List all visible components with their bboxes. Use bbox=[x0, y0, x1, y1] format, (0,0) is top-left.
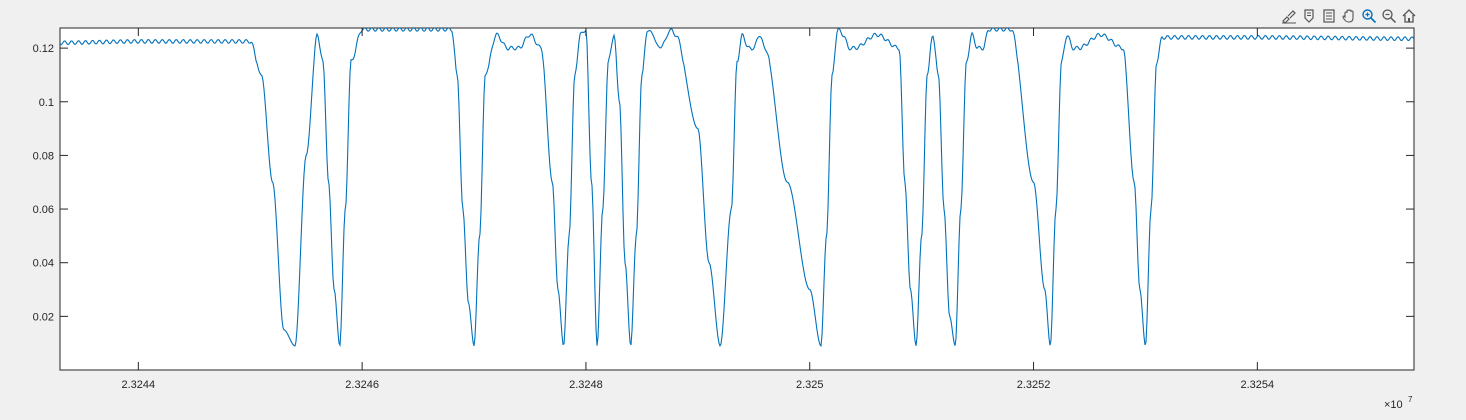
x-exponent-power: 7 bbox=[1408, 395, 1413, 404]
home-icon bbox=[1402, 9, 1416, 23]
y-tick-label: 0.06 bbox=[33, 204, 54, 216]
x-tick-label: 2.3244 bbox=[122, 379, 156, 391]
axes-toolbar bbox=[1280, 6, 1418, 26]
pan-icon bbox=[1342, 9, 1354, 23]
datatip-button[interactable] bbox=[1300, 6, 1318, 26]
zoom-out-icon bbox=[1382, 9, 1397, 24]
y-tick-label: 0.08 bbox=[33, 150, 54, 162]
datatip-icon bbox=[1304, 9, 1314, 23]
zoom-in-icon bbox=[1362, 9, 1377, 24]
y-tick-label: 0.1 bbox=[39, 97, 54, 109]
brush-button[interactable] bbox=[1280, 6, 1298, 26]
y-tick-label: 0.12 bbox=[33, 43, 54, 55]
zoom-in-button[interactable] bbox=[1360, 6, 1378, 26]
x-tick-label: 2.325 bbox=[796, 379, 824, 391]
y-tick-label: 0.04 bbox=[33, 258, 54, 270]
y-tick-label: 0.02 bbox=[33, 311, 54, 323]
x-tick-label: 2.3254 bbox=[1241, 379, 1275, 391]
brush-icon bbox=[1282, 10, 1296, 24]
series-line-0 bbox=[60, 28, 1414, 348]
y-axis: 0.02 0.04 0.06 0.08 0.1 0.12 bbox=[33, 43, 1414, 323]
legend-icon bbox=[1323, 9, 1335, 23]
pan-button[interactable] bbox=[1340, 6, 1358, 26]
axes-background bbox=[59, 27, 1415, 371]
x-tick-label: 2.3252 bbox=[1017, 379, 1051, 391]
legend-button[interactable] bbox=[1320, 6, 1338, 26]
x-exponent-label: ×10 bbox=[1384, 399, 1403, 411]
zoom-out-button[interactable] bbox=[1380, 6, 1398, 26]
home-button[interactable] bbox=[1400, 6, 1418, 26]
x-tick-label: 2.3246 bbox=[345, 379, 379, 391]
plot-area bbox=[60, 28, 1414, 348]
x-axis: 2.3244 2.3246 2.3248 2.325 2.3252 2.3254 bbox=[122, 28, 1275, 391]
x-tick-label: 2.3248 bbox=[569, 379, 603, 391]
